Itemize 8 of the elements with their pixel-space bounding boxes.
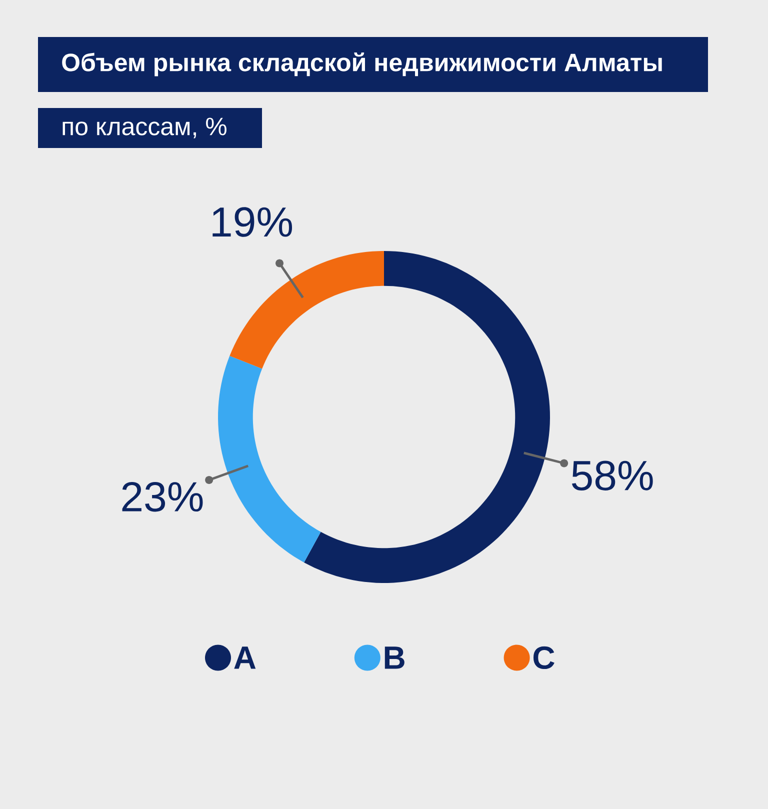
legend-label: A [234, 646, 256, 669]
chart-subtitle: по классам, % [62, 118, 226, 138]
legend-label: C [533, 646, 554, 670]
data-label: 58% [572, 460, 653, 490]
chart-title: Объем рынка складской недвижимости Алматы [62, 52, 662, 76]
data-label: 23% [122, 482, 203, 512]
data-label: 19% [212, 207, 292, 237]
legend-label: B [384, 646, 404, 669]
